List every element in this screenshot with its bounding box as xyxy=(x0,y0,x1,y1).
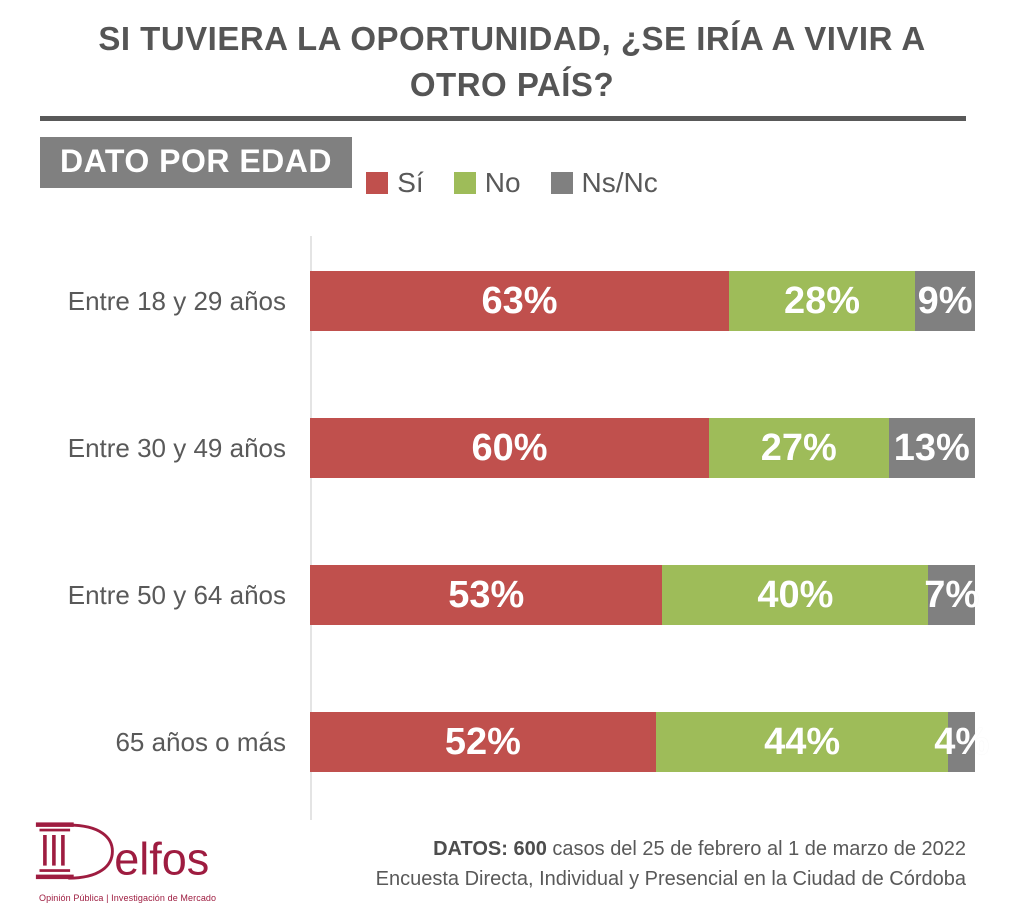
bar-segment-no: 44% xyxy=(655,712,949,773)
bar-value-label: 60% xyxy=(471,426,548,469)
legend-label-si: Sí xyxy=(397,167,424,199)
footer-note: DATOS: 600 casos del 25 de febrero al 1 … xyxy=(245,820,966,894)
title-divider xyxy=(40,116,966,122)
bar-value-label: 28% xyxy=(784,279,861,322)
bar-segment-ns-nc: 13% xyxy=(888,418,975,479)
bar-value-label: 7% xyxy=(924,573,980,616)
bar-value-label: 40% xyxy=(757,573,834,616)
category-label: Entre 50 y 64 años xyxy=(67,579,286,610)
bar-value-label: 44% xyxy=(764,720,841,763)
bar-value-label: 13% xyxy=(893,426,970,469)
bar-track: 52% 44% 4% xyxy=(310,712,989,773)
footer-note-rest: casos del 25 de febrero al 1 de marzo de… xyxy=(546,838,966,861)
legend-swatch-nsnc-icon xyxy=(550,172,573,195)
legend-item-si: Sí xyxy=(366,167,424,199)
stacked-bar-chart: Entre 18 y 29 años 63% 28% 9% Entre 30 y 49 … xyxy=(40,211,989,821)
bar-value-label: 27% xyxy=(760,426,837,469)
bar-segment-no: 40% xyxy=(662,565,929,626)
category-label: Entre 30 y 49 años xyxy=(67,432,286,463)
footer-note-bold: DATOS: 600 xyxy=(433,838,547,861)
legend-item-no: No xyxy=(453,167,521,199)
legend-item-nsnc: Ns/Nc xyxy=(550,167,658,199)
page-title: SI TUVIERA LA OPORTUNIDAD, ¿SE IRÍA A VI… xyxy=(42,16,982,107)
bar-segment-ns-nc: 7% xyxy=(924,565,979,626)
legend-label-no: No xyxy=(484,167,521,199)
bar-row: Entre 30 y 49 años 60% 27% 13% xyxy=(40,418,975,479)
chart-rows: Entre 18 y 29 años 63% 28% 9% Entre 30 y 49 … xyxy=(40,271,989,773)
bar-row: Entre 50 y 64 años 53% 40% 7% xyxy=(40,565,979,626)
bar-track: 53% 40% 7% xyxy=(310,565,979,626)
footer-note-line2: Encuesta Directa, Individual y Presencia… xyxy=(375,868,966,891)
section-badge: DATO POR EDAD xyxy=(40,137,352,189)
category-label: 65 años o más xyxy=(115,726,286,757)
legend-label-nsnc: Ns/Nc xyxy=(581,167,658,199)
bar-segment-sí: 53% xyxy=(310,565,663,626)
controls-row: DATO POR EDAD Sí No Ns/Nc xyxy=(0,121,1024,211)
page-title-line2: OTRO PAÍS? xyxy=(409,65,615,103)
bar-track: 60% 27% 13% xyxy=(310,418,975,479)
bar-value-label: 9% xyxy=(917,279,973,322)
footer-note-line1: DATOS: 600 casos del 25 de febrero al 1 … xyxy=(245,834,966,864)
logo-wordmark: elfos xyxy=(114,834,209,885)
delfos-logo-icon: elfos xyxy=(35,822,209,885)
delfos-logo: elfos Opinión Pública | Investigación de… xyxy=(35,820,245,903)
page-title-line1: SI TUVIERA LA OPORTUNIDAD, ¿SE IRÍA A VI… xyxy=(98,20,926,57)
bar-value-label: 63% xyxy=(481,279,558,322)
bar-value-label: 4% xyxy=(934,720,990,763)
bar-track: 63% 28% 9% xyxy=(310,271,975,332)
chart-legend: Sí No Ns/Nc xyxy=(0,167,1024,199)
legend-swatch-no-icon xyxy=(453,172,476,195)
logo-tagline: Opinión Pública | Investigación de Merca… xyxy=(39,893,217,904)
category-label: Entre 18 y 29 años xyxy=(67,285,286,316)
y-axis-line xyxy=(310,236,312,821)
bar-segment-sí: 63% xyxy=(310,271,729,332)
bar-value-label: 52% xyxy=(444,720,521,763)
bar-row: Entre 18 y 29 años 63% 28% 9% xyxy=(40,271,975,332)
bar-value-label: 53% xyxy=(448,573,525,616)
legend-swatch-si-icon xyxy=(366,172,389,195)
bar-segment-no: 28% xyxy=(728,271,916,332)
bar-segment-sí: 60% xyxy=(310,418,709,479)
bar-segment-ns-nc: 4% xyxy=(934,712,989,773)
bar-segment-ns-nc: 9% xyxy=(915,271,975,332)
bar-segment-sí: 52% xyxy=(310,712,656,773)
bar-segment-no: 27% xyxy=(709,418,889,479)
footer: elfos Opinión Pública | Investigación de… xyxy=(0,820,1024,903)
bar-row: 65 años o más 52% 44% 4% xyxy=(40,712,989,773)
